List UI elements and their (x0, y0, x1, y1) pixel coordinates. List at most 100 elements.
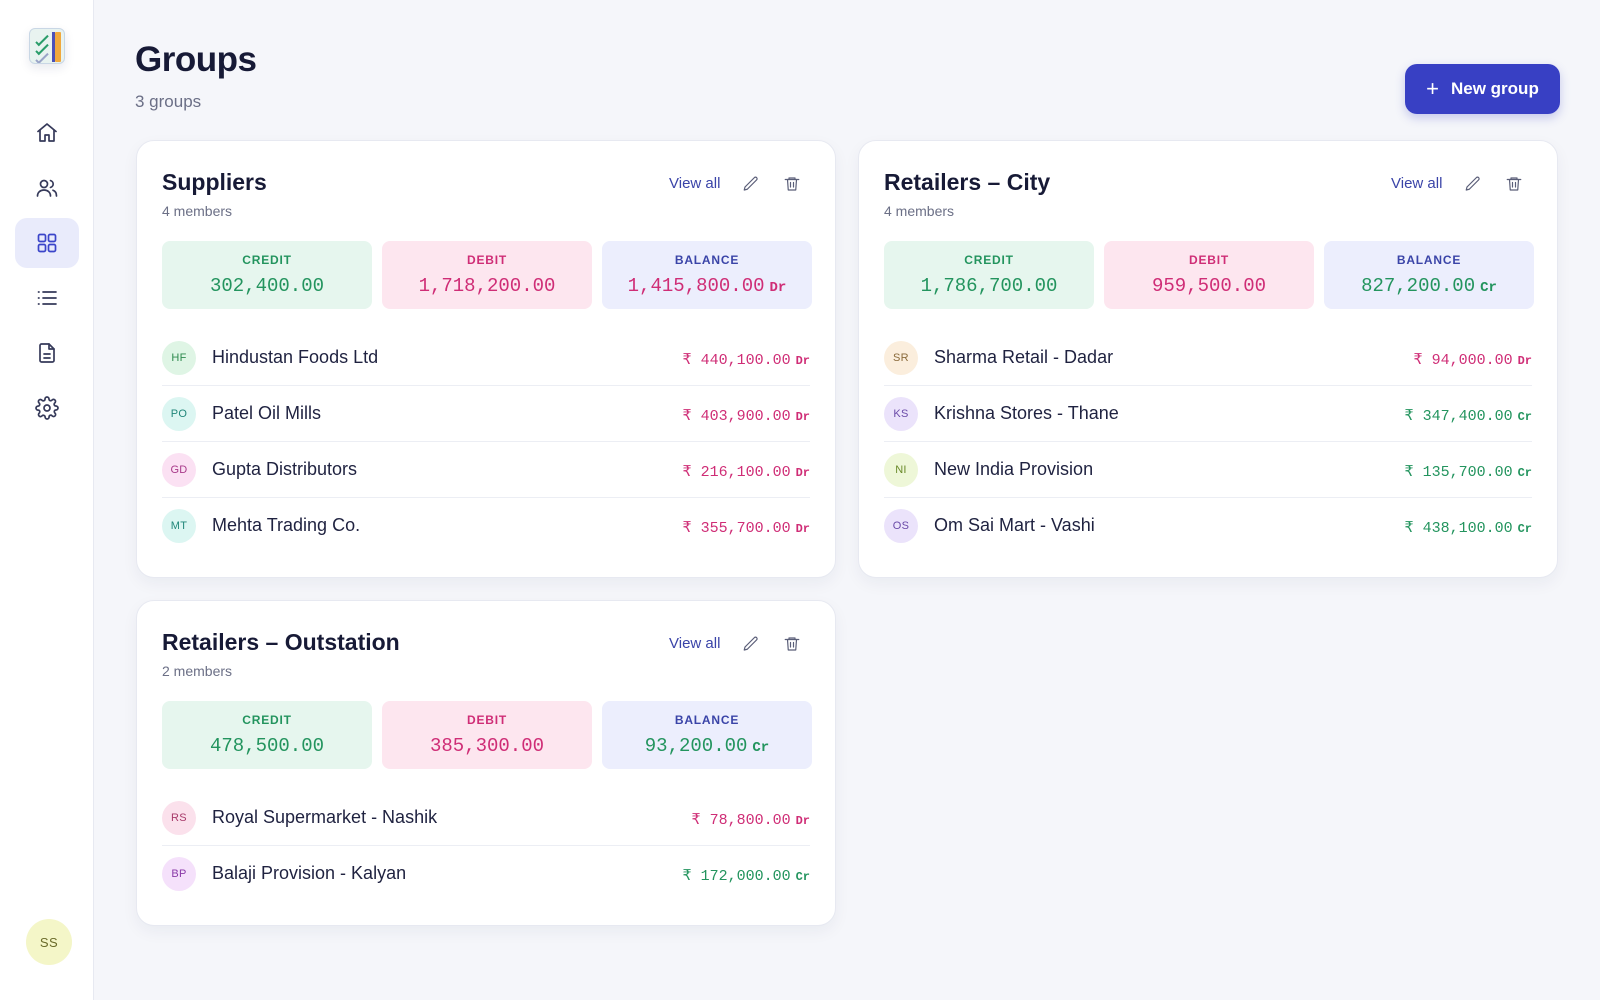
rupee-icon: ₹ (1404, 464, 1414, 481)
edit-icon[interactable] (742, 635, 762, 655)
member-amount-value: 78,800.00 (709, 812, 791, 829)
new-group-button[interactable]: + New group (1405, 64, 1560, 114)
member-row[interactable]: MT Mehta Trading Co. ₹ 355,700.00 Dr (162, 498, 810, 554)
home-icon (37, 123, 57, 142)
member-avatar: HF (162, 341, 196, 375)
member-row[interactable]: BP Balaji Provision - Kalyan ₹ 172,000.0… (162, 846, 810, 902)
sidebar-item-users[interactable] (15, 163, 79, 213)
credit-value: 302,400.00 (209, 275, 325, 297)
member-name: Krishna Stores - Thane (934, 403, 1119, 423)
group-title: Suppliers (162, 169, 267, 195)
member-amount-type: Cr (1517, 522, 1532, 536)
member-amount-value: 216,100.00 (700, 464, 791, 481)
debit-stat: DEBIT 959,500.00 (1104, 241, 1314, 309)
page-title: Groups (135, 40, 257, 79)
member-row[interactable]: GD Gupta Distributors ₹ 216,100.00 Dr (162, 442, 810, 498)
debit-label: DEBIT (1189, 253, 1229, 267)
member-row[interactable]: KS Krishna Stores - Thane ₹ 347,400.00 Cr (884, 386, 1532, 442)
view-all-link[interactable]: View all (669, 635, 721, 652)
rupee-icon: ₹ (1404, 408, 1414, 425)
balance-value: 1,415,800.00 Dr (602, 275, 812, 297)
list-icon (37, 291, 57, 305)
member-amount-value: 440,100.00 (700, 352, 791, 369)
grid-icon (37, 233, 57, 253)
credit-stat: CREDIT 478,500.00 (162, 701, 372, 769)
member-row[interactable]: RS Royal Supermarket - Nashik ₹ 78,800.0… (162, 790, 810, 846)
member-amount-type: Dr (795, 410, 810, 424)
member-avatar: SR (884, 341, 918, 375)
credit-value: 1,786,700.00 (920, 275, 1058, 297)
sidebar-item-list[interactable] (15, 273, 79, 323)
member-avatar: NI (884, 453, 918, 487)
rupee-icon: ₹ (682, 464, 692, 481)
member-amount: ₹ 216,100.00 Dr (683, 462, 810, 481)
sidebar-item-settings[interactable] (15, 383, 79, 433)
member-amount: ₹ 403,900.00 Dr (683, 406, 810, 425)
member-amount-type: Dr (795, 466, 810, 480)
sidebar-item-reports[interactable] (15, 328, 79, 378)
member-avatar: PO (162, 397, 196, 431)
rupee-icon: ₹ (682, 520, 692, 537)
member-avatar: OS (884, 509, 918, 543)
member-amount: ₹ 172,000.00 Cr (683, 866, 810, 885)
member-avatar: MT (162, 509, 196, 543)
member-list: SR Sharma Retail - Dadar ₹ 94,000.00 Dr K… (884, 330, 1532, 554)
member-amount: ₹ 94,000.00 Dr (1414, 350, 1532, 369)
document-icon (39, 343, 55, 363)
group-title: Retailers – Outstation (162, 629, 400, 655)
sidebar-item-groups[interactable] (15, 218, 79, 268)
balance-type: Cr (1480, 280, 1497, 296)
rupee-icon: ₹ (682, 408, 692, 425)
member-name: Balaji Provision - Kalyan (212, 863, 407, 883)
edit-icon[interactable] (1464, 175, 1484, 195)
member-name: Patel Oil Mills (212, 403, 322, 423)
balance-value: 827,200.00 Cr (1324, 275, 1534, 297)
app-logo-icon[interactable] (29, 28, 65, 64)
users-icon (36, 179, 58, 197)
view-all-link[interactable]: View all (1391, 175, 1443, 192)
gear-icon (35, 396, 59, 420)
group-card: Suppliers 4 members View all CREDIT 302,… (136, 140, 836, 578)
member-row[interactable]: HF Hindustan Foods Ltd ₹ 440,100.00 Dr (162, 330, 810, 386)
edit-icon[interactable] (742, 175, 762, 195)
trash-icon[interactable] (783, 175, 803, 195)
member-name: New India Provision (934, 459, 1094, 479)
credit-label: CREDIT (242, 253, 292, 267)
member-amount: ₹ 440,100.00 Dr (683, 350, 810, 369)
balance-amount: 827,200.00 (1361, 275, 1476, 297)
group-title: Retailers – City (884, 169, 1051, 195)
member-amount-type: Dr (795, 354, 810, 368)
member-amount: ₹ 355,700.00 Dr (683, 518, 810, 537)
member-amount-type: Dr (795, 814, 810, 828)
balance-type: Dr (769, 280, 787, 296)
member-amount-type: Cr (1517, 466, 1532, 480)
balance-label: BALANCE (674, 253, 740, 267)
group-member-count: 2 members (162, 663, 233, 679)
trash-icon[interactable] (783, 635, 803, 655)
member-name: Royal Supermarket - Nashik (212, 807, 438, 827)
member-row[interactable]: NI New India Provision ₹ 135,700.00 Cr (884, 442, 1532, 498)
member-amount-value: 355,700.00 (700, 520, 791, 537)
rupee-icon: ₹ (682, 868, 692, 885)
member-avatar: RS (162, 801, 196, 835)
debit-label: DEBIT (467, 253, 507, 267)
member-avatar: BP (162, 857, 196, 891)
view-all-link[interactable]: View all (669, 175, 721, 192)
balance-label: BALANCE (1396, 253, 1462, 267)
member-row[interactable]: SR Sharma Retail - Dadar ₹ 94,000.00 Dr (884, 330, 1532, 386)
member-row[interactable]: OS Om Sai Mart - Vashi ₹ 438,100.00 Cr (884, 498, 1532, 554)
plus-icon: + (1426, 76, 1439, 101)
balance-type: Cr (752, 740, 770, 756)
debit-value: 959,500.00 (1151, 275, 1267, 297)
member-amount: ₹ 347,400.00 Cr (1405, 406, 1532, 425)
user-avatar[interactable]: SS (26, 919, 72, 965)
group-card: Retailers – City 4 members View all CRED… (858, 140, 1558, 578)
balance-amount: 93,200.00 (644, 735, 748, 757)
sidebar-item-home[interactable] (15, 108, 79, 158)
debit-stat: DEBIT 1,718,200.00 (382, 241, 592, 309)
balance-label: BALANCE (674, 713, 740, 727)
member-name: Om Sai Mart - Vashi (934, 515, 1095, 535)
member-row[interactable]: PO Patel Oil Mills ₹ 403,900.00 Dr (162, 386, 810, 442)
trash-icon[interactable] (1505, 175, 1525, 195)
member-avatar: GD (162, 453, 196, 487)
